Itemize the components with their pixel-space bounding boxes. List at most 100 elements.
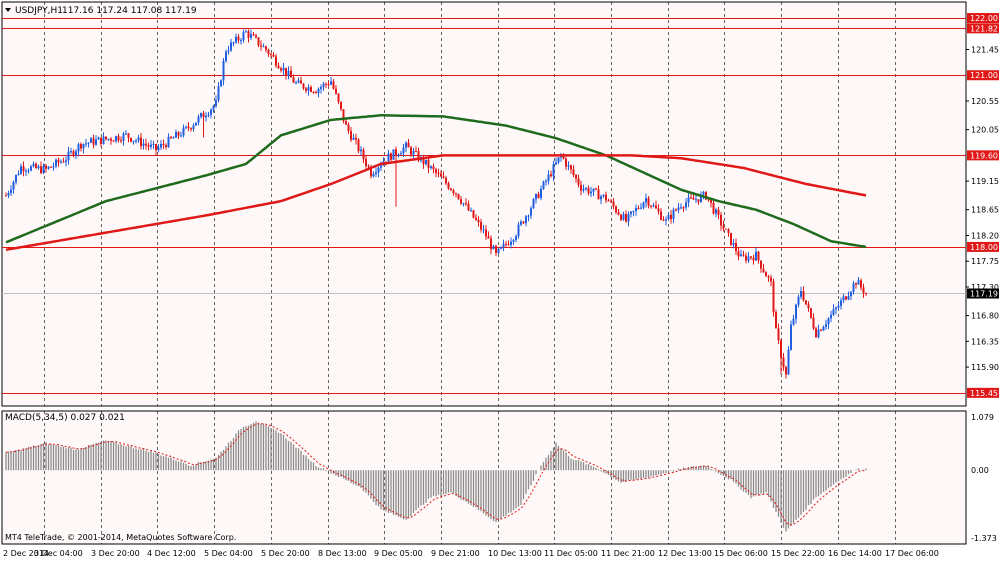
candle-body[interactable]	[295, 82, 297, 84]
candle-body[interactable]	[465, 203, 467, 205]
candle-body[interactable]	[757, 251, 760, 261]
candle-body[interactable]	[157, 147, 160, 151]
candle-body[interactable]	[437, 172, 440, 174]
candle-body[interactable]	[167, 136, 170, 148]
candle-body[interactable]	[325, 83, 327, 85]
candle-body[interactable]	[495, 246, 497, 253]
candle-body[interactable]	[577, 178, 580, 185]
candle-body[interactable]	[417, 151, 420, 161]
candle-body[interactable]	[197, 116, 200, 123]
candle-body[interactable]	[392, 149, 395, 160]
candle-body[interactable]	[515, 236, 517, 241]
candle-body[interactable]	[225, 51, 227, 62]
candle-body[interactable]	[380, 165, 382, 168]
candle-body[interactable]	[480, 222, 482, 230]
candle-body[interactable]	[595, 188, 597, 190]
candle-body[interactable]	[130, 137, 132, 142]
candle-body[interactable]	[280, 68, 282, 71]
candle-body[interactable]	[375, 172, 377, 174]
candle-body[interactable]	[502, 243, 505, 248]
candle-body[interactable]	[397, 154, 400, 156]
candle-body[interactable]	[112, 140, 115, 142]
candle-body[interactable]	[142, 143, 145, 146]
candle-body[interactable]	[232, 42, 235, 44]
candle-body[interactable]	[597, 189, 600, 200]
candle-body[interactable]	[92, 138, 95, 145]
candle-body[interactable]	[667, 214, 670, 220]
candle-body[interactable]	[207, 114, 210, 116]
candle-body[interactable]	[517, 224, 520, 237]
candle-body[interactable]	[62, 161, 65, 163]
candle-body[interactable]	[165, 145, 167, 148]
candle-body[interactable]	[837, 305, 840, 308]
candle-body[interactable]	[240, 40, 242, 42]
candle-body[interactable]	[260, 45, 262, 47]
candle-body[interactable]	[35, 163, 37, 169]
candle-body[interactable]	[430, 166, 432, 169]
candle-body[interactable]	[267, 49, 270, 55]
candle-body[interactable]	[302, 83, 305, 89]
candle-body[interactable]	[140, 137, 142, 146]
candle-body[interactable]	[7, 192, 10, 196]
candle-body[interactable]	[60, 161, 62, 163]
candle-body[interactable]	[682, 207, 685, 209]
candle-body[interactable]	[672, 209, 675, 220]
candle-body[interactable]	[170, 136, 172, 139]
candle-body[interactable]	[300, 80, 302, 84]
candle-body[interactable]	[750, 256, 752, 258]
candle-body[interactable]	[52, 166, 55, 168]
candle-body[interactable]	[75, 151, 77, 156]
candle-body[interactable]	[545, 181, 547, 183]
candle-body[interactable]	[182, 127, 185, 136]
candle-body[interactable]	[530, 208, 532, 216]
candle-body[interactable]	[220, 80, 222, 87]
candle-body[interactable]	[47, 166, 50, 169]
candle-body[interactable]	[217, 86, 220, 101]
chevron-down-icon[interactable]	[5, 8, 11, 12]
candle-body[interactable]	[127, 133, 130, 138]
candle-body[interactable]	[192, 125, 195, 130]
candle-body[interactable]	[187, 126, 190, 129]
candle-body[interactable]	[680, 207, 682, 209]
candle-body[interactable]	[690, 197, 692, 199]
candle-body[interactable]	[270, 54, 272, 56]
candle-body[interactable]	[160, 144, 162, 148]
candle-body[interactable]	[615, 206, 617, 213]
candle-body[interactable]	[600, 196, 602, 200]
candle-body[interactable]	[572, 169, 575, 175]
candle-body[interactable]	[627, 213, 630, 222]
candle-body[interactable]	[532, 199, 535, 209]
candle-body[interactable]	[810, 308, 812, 318]
candle-body[interactable]	[177, 132, 180, 136]
candle-body[interactable]	[200, 113, 202, 117]
candle-body[interactable]	[537, 193, 540, 198]
symbol-header[interactable]: USDJPY,H1 117.16 117.24 117.08 117.19	[5, 6, 197, 16]
candle-body[interactable]	[245, 31, 247, 33]
candle-body[interactable]	[17, 173, 20, 175]
candle-body[interactable]	[327, 84, 330, 86]
candle-body[interactable]	[292, 77, 295, 83]
candle-body[interactable]	[567, 165, 570, 167]
candle-body[interactable]	[535, 193, 537, 200]
candle-body[interactable]	[332, 81, 335, 89]
candle-body[interactable]	[10, 189, 12, 193]
candle-body[interactable]	[617, 212, 620, 215]
candle-body[interactable]	[605, 194, 607, 201]
candle-body[interactable]	[737, 251, 740, 257]
candle-body[interactable]	[507, 244, 510, 246]
candle-body[interactable]	[297, 80, 300, 83]
candle-body[interactable]	[630, 211, 632, 214]
candle-body[interactable]	[847, 296, 850, 300]
candle-body[interactable]	[845, 296, 847, 300]
candle-body[interactable]	[285, 67, 287, 76]
candle-body[interactable]	[710, 199, 712, 203]
candle-body[interactable]	[670, 214, 672, 220]
candle-body[interactable]	[622, 214, 625, 220]
candle-body[interactable]	[592, 188, 595, 192]
candle-body[interactable]	[855, 283, 857, 285]
candle-body[interactable]	[317, 88, 320, 94]
candle-body[interactable]	[77, 144, 80, 152]
candle-body[interactable]	[262, 46, 265, 48]
candle-body[interactable]	[15, 174, 17, 182]
candle-body[interactable]	[760, 260, 762, 269]
